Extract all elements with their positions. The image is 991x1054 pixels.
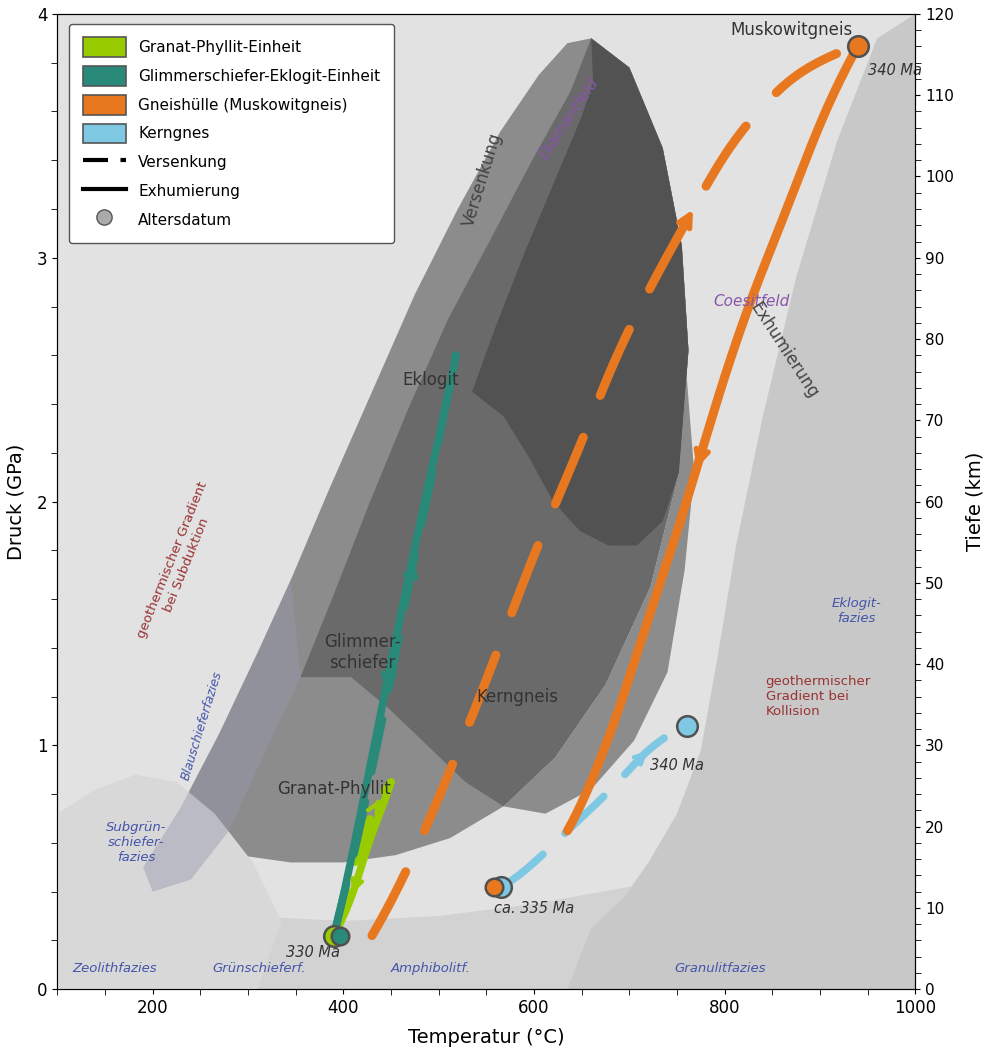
Text: Eklogit-
fazies: Eklogit- fazies	[831, 598, 881, 625]
Polygon shape	[503, 38, 694, 814]
Point	[332, 928, 348, 944]
Text: Granat-Phyllit: Granat-Phyllit	[276, 780, 390, 798]
Polygon shape	[143, 38, 689, 867]
Text: geothermischer Gradient
bei Subduktion: geothermischer Gradient bei Subduktion	[135, 480, 224, 645]
Text: Glimmer-
schiefer: Glimmer- schiefer	[324, 633, 400, 672]
Text: 330 Ma: 330 Ma	[285, 945, 340, 960]
Text: Coesitfeld: Coesitfeld	[714, 294, 790, 309]
Polygon shape	[568, 843, 916, 990]
Text: 340 Ma: 340 Ma	[650, 758, 704, 773]
Text: Zeolithfazies: Zeolithfazies	[72, 961, 157, 975]
Text: 340 Ma: 340 Ma	[868, 62, 922, 78]
Text: Exhumierung: Exhumierung	[746, 299, 822, 402]
Polygon shape	[472, 38, 689, 546]
Polygon shape	[57, 775, 281, 990]
Text: Diamantfeld: Diamantfeld	[537, 76, 602, 162]
Polygon shape	[57, 843, 916, 990]
Polygon shape	[57, 14, 916, 990]
Text: Granulitfazies: Granulitfazies	[674, 961, 766, 975]
Point	[850, 37, 866, 54]
Polygon shape	[568, 14, 916, 990]
Text: geothermischer
Gradient bei
Kollision: geothermischer Gradient bei Kollision	[766, 676, 871, 718]
Text: Versenkung: Versenkung	[460, 131, 505, 229]
Y-axis label: Tiefe (km): Tiefe (km)	[965, 452, 984, 551]
Text: ca. 335 Ma: ca. 335 Ma	[494, 901, 574, 916]
Point	[486, 878, 501, 895]
Point	[493, 878, 508, 895]
Text: Kerngneis: Kerngneis	[476, 687, 558, 705]
Text: Grünschieferf.: Grünschieferf.	[213, 961, 306, 975]
Polygon shape	[300, 38, 689, 806]
Point	[326, 928, 342, 944]
Point	[679, 718, 695, 735]
Text: Blauschieferfazies: Blauschieferfazies	[179, 669, 225, 782]
X-axis label: Temperatur (°C): Temperatur (°C)	[408, 1028, 565, 1047]
Polygon shape	[143, 580, 300, 892]
Legend: Granat-Phyllit-Einheit, Glimmerschiefer-Eklogit-Einheit, Gneishülle (Muskowitgne: Granat-Phyllit-Einheit, Glimmerschiefer-…	[69, 23, 394, 243]
Text: Subgrün-
schiefer-
fazies: Subgrün- schiefer- fazies	[106, 821, 166, 864]
Text: Eklogit: Eklogit	[402, 371, 460, 389]
Text: Amphibolitf.: Amphibolitf.	[391, 961, 471, 975]
Text: Muskowitgneis: Muskowitgneis	[730, 21, 852, 39]
Y-axis label: Druck (GPa): Druck (GPa)	[7, 444, 26, 560]
